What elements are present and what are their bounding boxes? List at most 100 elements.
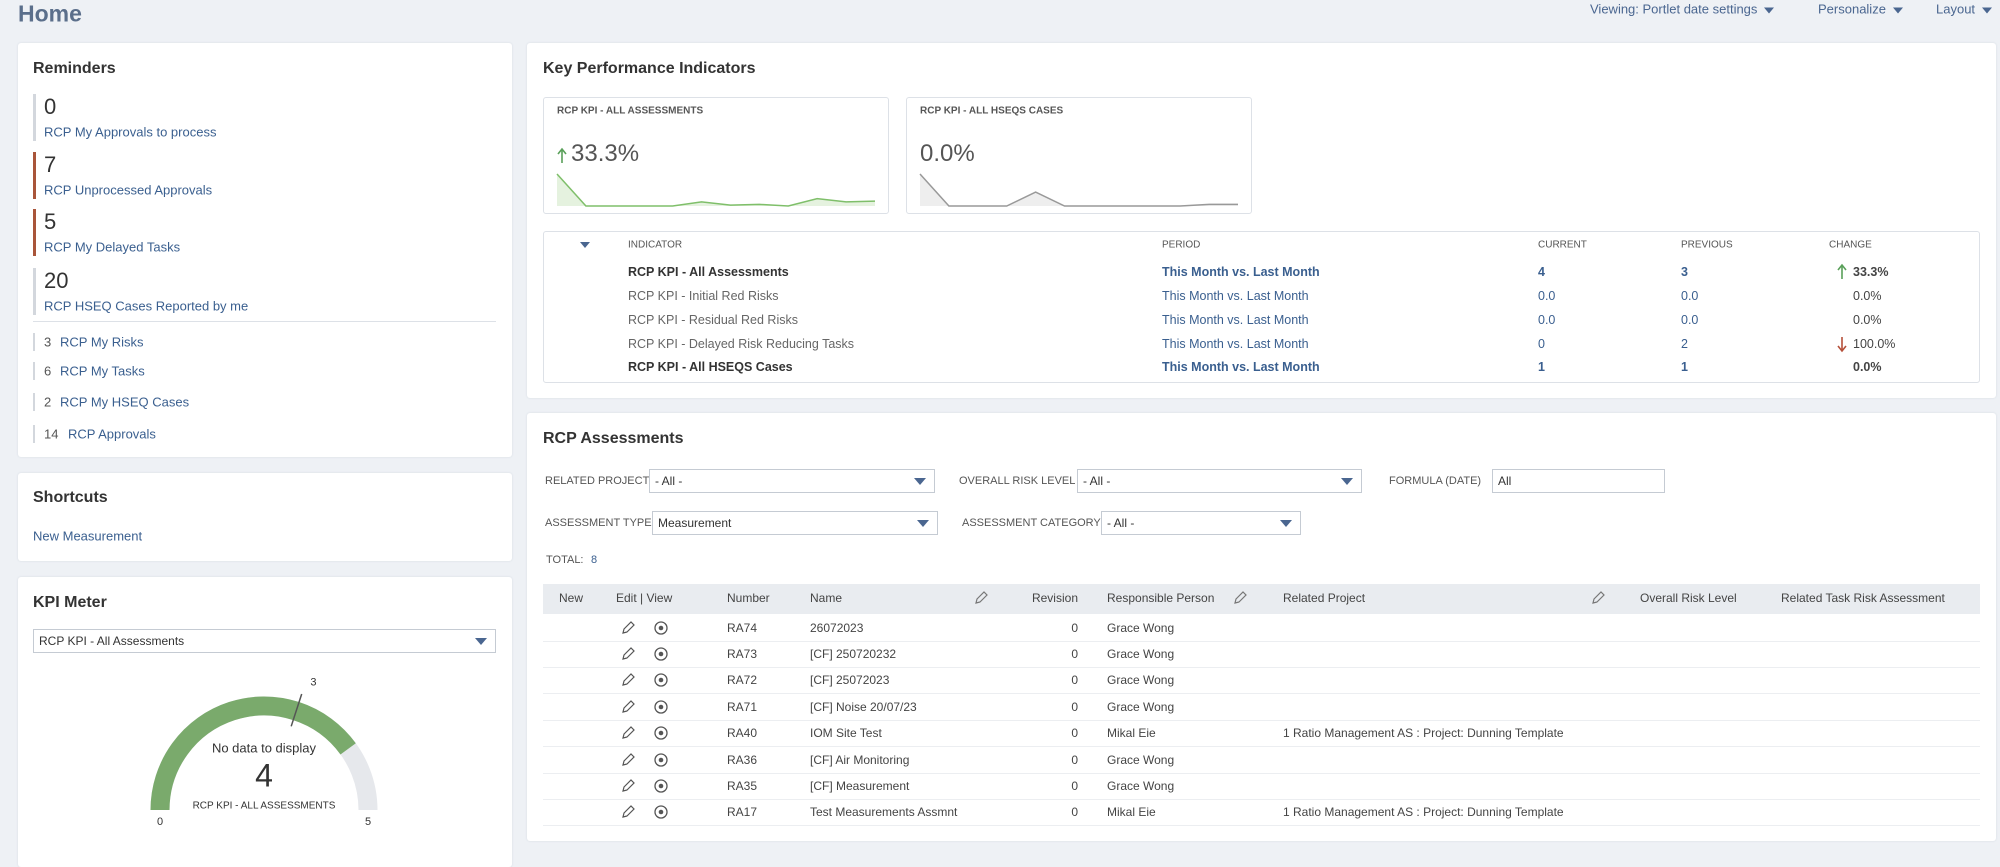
- menu-button[interactable]: Layout: [1936, 2, 1992, 17]
- column-header[interactable]: Overall Risk Level: [1640, 591, 1737, 605]
- reminder-bar: [33, 209, 36, 256]
- pencil: [622, 673, 635, 686]
- view-icon[interactable]: [654, 753, 668, 767]
- pencil: [622, 621, 635, 634]
- period-link[interactable]: This Month vs. Last Month: [1162, 265, 1320, 279]
- reminder-link[interactable]: RCP HSEQ Cases Reported by me: [44, 298, 249, 314]
- kpi-card-value: 0.0%: [920, 140, 975, 167]
- table-cell: 0: [1071, 647, 1078, 661]
- edit-icon[interactable]: [621, 805, 635, 819]
- eye-outer: [654, 753, 668, 767]
- gauge-marker: [290, 693, 303, 727]
- table-cell: Grace Wong: [1107, 647, 1175, 661]
- edit-icon[interactable]: [621, 726, 635, 740]
- table-cell: Grace Wong: [1107, 753, 1175, 767]
- kpi-panel: [527, 43, 1996, 398]
- edit-icon[interactable]: [621, 673, 635, 687]
- table-cell: 1 Ratio Management AS : Project: Dunning…: [1283, 726, 1564, 740]
- reminder-link[interactable]: RCP Approvals: [68, 426, 156, 442]
- filter-select[interactable]: Measurement: [652, 511, 938, 535]
- reminder-link[interactable]: RCP My Risks: [60, 334, 144, 350]
- shortcut-link[interactable]: New Measurement: [33, 528, 143, 544]
- view-icon[interactable]: [654, 647, 668, 661]
- period-link[interactable]: This Month vs. Last Month: [1162, 289, 1309, 303]
- column-header[interactable]: Responsible Person: [1107, 591, 1215, 605]
- gauge-label: 5: [365, 816, 371, 828]
- kpi-table-box: [543, 231, 1980, 383]
- filter-input[interactable]: All: [1492, 469, 1665, 493]
- reminder-bar: [33, 393, 35, 411]
- gauge-label: 4: [255, 757, 273, 793]
- table-cell: RA72: [727, 673, 758, 687]
- view-icon[interactable]: [654, 726, 668, 740]
- edit-icon[interactable]: [621, 700, 635, 714]
- row-separator: [543, 693, 1980, 694]
- table-cell: Grace Wong: [1107, 779, 1175, 793]
- reminder-bar: [33, 333, 35, 351]
- collapse-icon[interactable]: [580, 242, 590, 253]
- kpi-cell: 100.0%: [1853, 337, 1896, 351]
- table-cell: 0: [1071, 700, 1078, 714]
- row-separator: [543, 799, 1980, 800]
- view-icon[interactable]: [654, 779, 668, 793]
- arrow: [1837, 337, 1847, 353]
- row-separator: [543, 773, 1980, 774]
- column-header[interactable]: Revision: [1031, 591, 1078, 605]
- period-link[interactable]: This Month vs. Last Month: [1162, 360, 1320, 374]
- view-icon[interactable]: [654, 673, 668, 687]
- eye-outer: [654, 779, 668, 793]
- reminder-link[interactable]: RCP Unprocessed Approvals: [44, 182, 213, 198]
- eye-inner: [658, 677, 664, 683]
- eye-inner: [658, 625, 664, 631]
- menu-button[interactable]: Viewing: Portlet date settings: [1590, 2, 1774, 17]
- trend-arrow: [1837, 263, 1847, 279]
- pencil: [975, 591, 988, 604]
- kpi-cell: 33.3%: [1853, 265, 1889, 279]
- reminder-link[interactable]: RCP My Delayed Tasks: [44, 239, 181, 255]
- edit-icon[interactable]: [621, 779, 635, 793]
- reminder-count: 6: [44, 363, 52, 379]
- column-header[interactable]: Related Task Risk Assessment: [1781, 591, 1945, 605]
- page-title: Home: [18, 0, 82, 27]
- reminder-link[interactable]: RCP My Tasks: [60, 363, 145, 379]
- column-header: CURRENT: [1538, 239, 1587, 251]
- gauge: 3 0 5 No data to display 4 RCP KPI - ALL ASSE…: [150, 676, 378, 828]
- period-link[interactable]: This Month vs. Last Month: [1162, 313, 1309, 327]
- column-header[interactable]: Name: [810, 591, 843, 605]
- kpi-select[interactable]: RCP KPI - All Assessments: [33, 629, 496, 653]
- reminder-link[interactable]: RCP My HSEQ Cases: [60, 394, 190, 410]
- column-header[interactable]: Related Project: [1283, 591, 1366, 605]
- edit-icon[interactable]: [621, 753, 635, 767]
- edit-icon[interactable]: [621, 621, 635, 635]
- menu-button[interactable]: Personalize: [1818, 2, 1903, 17]
- filter-label: OVERALL RISK LEVEL: [959, 475, 1076, 487]
- period-link[interactable]: This Month vs. Last Month: [1162, 337, 1309, 351]
- filter-select[interactable]: - All -: [1077, 469, 1362, 493]
- filter-select[interactable]: - All -: [1101, 511, 1301, 535]
- column-header[interactable]: Number: [727, 591, 770, 605]
- column-header[interactable]: New: [559, 591, 584, 605]
- view-icon[interactable]: [654, 700, 668, 714]
- pencil: [622, 700, 635, 713]
- edit-icon: [1592, 591, 1605, 604]
- table-cell: Grace Wong: [1107, 700, 1175, 714]
- kpi-cell: RCP KPI - Delayed Risk Reducing Tasks: [628, 337, 855, 351]
- trend-arrow: [1837, 337, 1847, 353]
- reminder-count: 5: [44, 209, 57, 234]
- view-icon[interactable]: [654, 621, 668, 635]
- eye-outer: [654, 700, 668, 714]
- eye-inner: [658, 704, 664, 710]
- filter-select[interactable]: - All -: [649, 469, 935, 493]
- reminder-bar: [33, 152, 36, 199]
- table-cell: 1 Ratio Management AS : Project: Dunning…: [1283, 805, 1564, 819]
- filter-label: RELATED PROJECT: [545, 475, 650, 487]
- reminder-link[interactable]: RCP My Approvals to process: [44, 124, 217, 140]
- column-header[interactable]: Edit | View: [616, 591, 673, 605]
- kpi-cell: 1: [1538, 360, 1545, 374]
- view-icon[interactable]: [654, 805, 668, 819]
- pencil: [622, 726, 635, 739]
- sparkline-line: [919, 173, 1238, 207]
- sparkline-area: [920, 174, 1238, 206]
- edit-icon[interactable]: [621, 647, 635, 661]
